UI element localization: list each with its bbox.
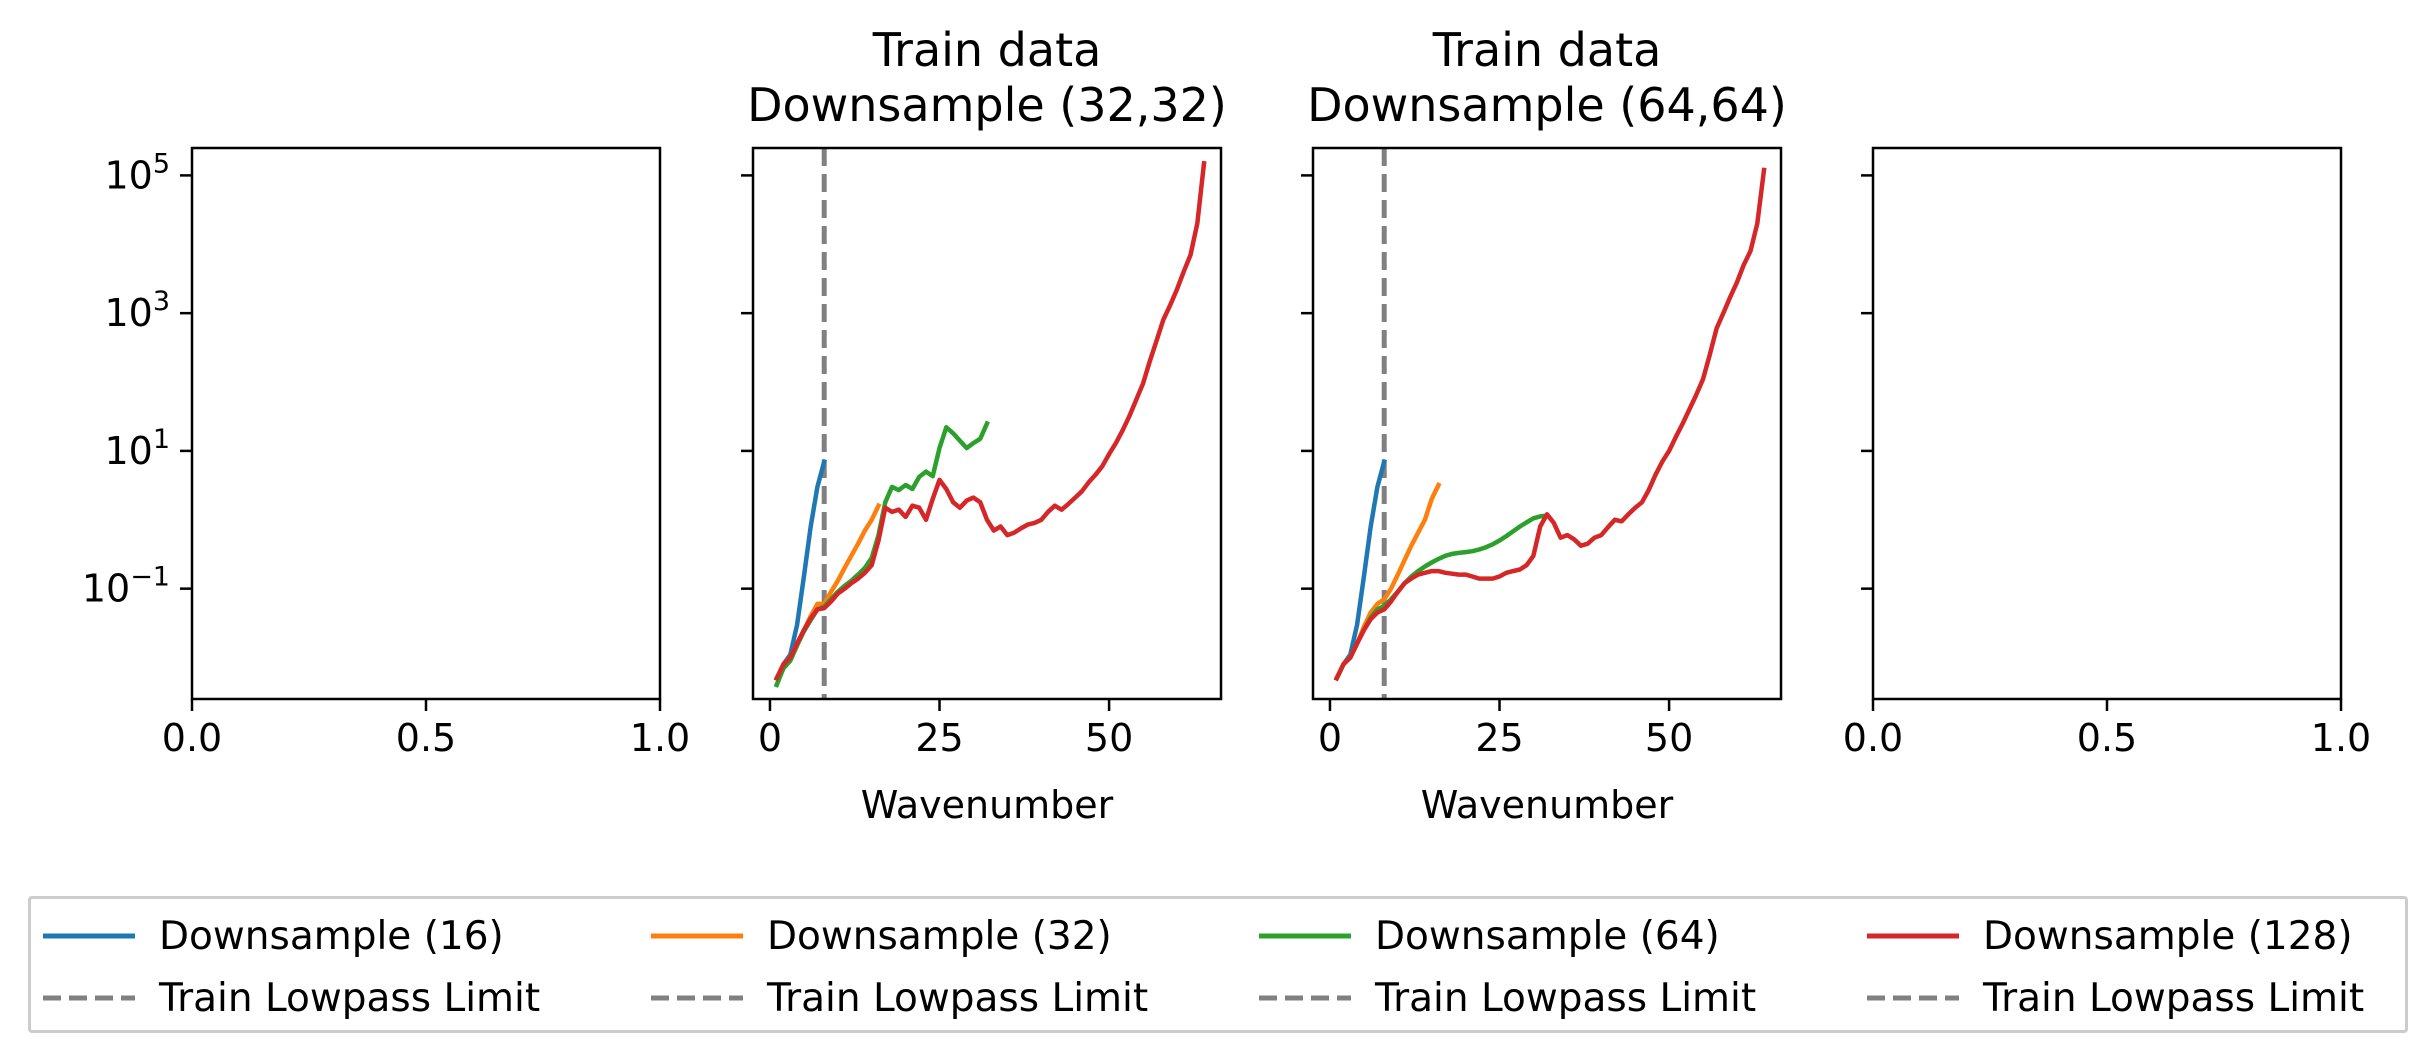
legend-label: Downsample (64): [1375, 913, 1720, 959]
legend-swatch: [1865, 986, 1961, 1010]
x-tick-label: 0.5: [396, 716, 456, 760]
legend-item: Train Lowpass Limit: [41, 967, 649, 1029]
legend-swatch: [1257, 986, 1353, 1010]
legend-item: Train Lowpass Limit: [1257, 967, 1865, 1029]
legend-item: Downsample (32): [649, 905, 1257, 967]
legend-swatch: [41, 986, 137, 1010]
legend-label: Train Lowpass Limit: [767, 975, 1149, 1021]
series-line-downsample-16-: [773, 458, 827, 682]
x-tick-label: 1.0: [630, 716, 690, 760]
x-axis-label: Wavenumber: [1421, 783, 1674, 827]
x-tick-label: 0.5: [2077, 716, 2137, 760]
panel-title: Train data: [1432, 23, 1662, 77]
y-tick-label: 105: [104, 148, 170, 197]
legend-item: Downsample (128): [1865, 905, 2421, 967]
axes-frame: [1311, 146, 1783, 701]
legend: Downsample (16) Downsample (32) Downsample…: [28, 896, 2408, 1033]
series-line-downsample-16-: [1333, 458, 1387, 682]
y-tick-label: 101: [104, 424, 170, 473]
legend-item: Downsample (16): [41, 905, 649, 967]
axes-frame: [190, 146, 662, 701]
x-tick-label: 0.0: [162, 716, 222, 760]
legend-swatch: [1865, 924, 1961, 948]
axes-frame: [751, 146, 1223, 701]
legend-label: Downsample (16): [159, 913, 504, 959]
legend-swatch: [649, 986, 745, 1010]
x-tick-label: 50: [1085, 716, 1133, 760]
x-tick-label: 50: [1645, 716, 1693, 760]
y-tick-label: 10−1: [82, 562, 170, 611]
legend-item: Downsample (64): [1257, 905, 1865, 967]
legend-label: Downsample (32): [767, 913, 1112, 959]
legend-label: Train Lowpass Limit: [1375, 975, 1757, 1021]
panel-title: Downsample (32,32): [747, 78, 1227, 132]
x-tick-label: 0: [1318, 716, 1342, 760]
x-tick-label: 25: [915, 716, 963, 760]
axes-frame: [1871, 146, 2343, 701]
legend-swatch: [649, 924, 745, 948]
series-line-downsample-128-: [773, 160, 1207, 682]
legend-label: Downsample (128): [1983, 913, 2353, 959]
legend-swatch: [1257, 924, 1353, 948]
legend-label: Train Lowpass Limit: [1983, 975, 2365, 1021]
legend-item: Train Lowpass Limit: [649, 967, 1257, 1029]
panel-title: Train data: [872, 23, 1102, 77]
legend-label: Train Lowpass Limit: [159, 975, 541, 1021]
panel-4: 0.0 0.5 1.0: [1843, 146, 2371, 760]
legend-swatch: [41, 924, 137, 948]
legend-item: Train Lowpass Limit: [1865, 967, 2421, 1029]
x-tick-label: 25: [1475, 716, 1523, 760]
x-tick-label: 1.0: [2311, 716, 2371, 760]
panel-title: Downsample (64,64): [1307, 78, 1787, 132]
x-tick-label: 0: [758, 716, 782, 760]
series-line-downsample-128-: [1333, 167, 1767, 682]
panel-1: 0.0 0.5 1.0 105 103 101 10−1: [82, 146, 690, 760]
legend-grid: Downsample (16) Downsample (32) Downsample…: [31, 899, 2405, 1030]
x-axis-label: Wavenumber: [861, 783, 1114, 827]
y-tick-label: 103: [104, 286, 170, 335]
x-tick-label: 0.0: [1843, 716, 1903, 760]
